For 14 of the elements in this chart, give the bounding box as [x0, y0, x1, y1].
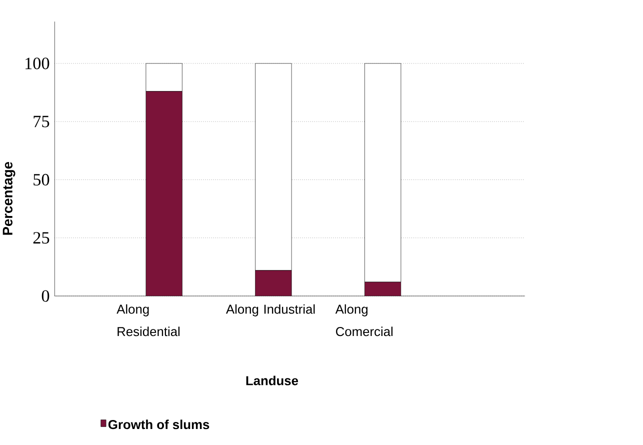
legend-label: Growth of slums [108, 420, 210, 429]
bar [146, 91, 182, 296]
x-tick-label: Along Residential [116, 304, 180, 336]
y-tick-label: 75 [34, 116, 50, 128]
x-tick-label: Along Comercial [335, 304, 393, 336]
bar [364, 282, 402, 296]
y-tick-label: 25 [33, 232, 50, 244]
x-tick-label: Along Industrial [226, 304, 315, 316]
y-tick-label: 0 [42, 290, 50, 302]
y-tick-label: 100 [26, 57, 50, 70]
x-axis-title: Landuse [246, 376, 298, 386]
bar [255, 270, 292, 296]
y-axis-title: Percentage [2, 162, 16, 235]
y-tick-label: 50 [34, 174, 50, 186]
